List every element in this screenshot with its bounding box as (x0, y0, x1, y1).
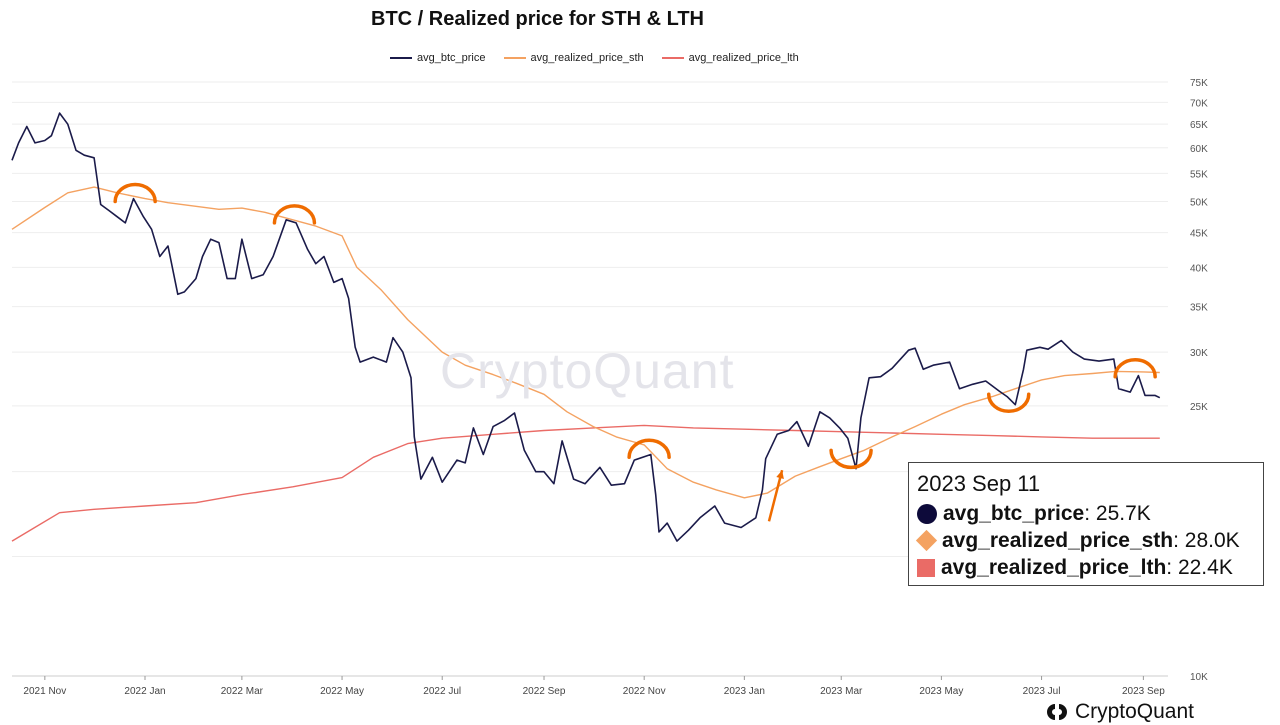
tooltip-series-value: : 28.0K (1173, 528, 1240, 552)
series-line-avg_realized_price_sth (11, 186, 1160, 499)
tooltip-series-name: avg_realized_price_sth (942, 528, 1174, 552)
x-tick-label: 2023 Mar (820, 686, 863, 697)
y-axis: 10K 25K 30K 35K 40K 45K 50K 55K 60K 65K 70K 75K (1190, 78, 1208, 683)
y-tick-label: 10K (1190, 672, 1208, 683)
grid-lines (12, 81, 1168, 677)
diamond-marker-icon (915, 529, 938, 552)
resistance-arc (113, 182, 157, 204)
tooltip-series-name: avg_btc_price (943, 501, 1085, 525)
support-arc (986, 392, 1031, 413)
resistance-arc (1113, 358, 1157, 379)
legend-label: avg_btc_price (417, 52, 486, 64)
x-tick-label: 2023 Jan (724, 686, 765, 697)
x-tick-label: 2022 Sep (523, 686, 566, 697)
square-marker-icon (917, 558, 935, 577)
legend-label: avg_realized_price_lth (688, 52, 799, 64)
x-tick-label: 2022 Jan (124, 686, 165, 697)
cryptoquant-logo-icon (1046, 704, 1067, 720)
legend-item-btc-price[interactable]: avg_btc_price (390, 52, 486, 64)
arrow-head-icon (776, 470, 784, 480)
x-axis: 2021 Nov 2022 Jan 2022 Mar 2022 May 2022 Jul… (12, 675, 1168, 697)
resistance-arc (272, 204, 317, 225)
legend-swatch (503, 57, 526, 59)
watermark: CryptoQuant (440, 343, 735, 399)
tooltip-row-lth: avg_realized_price_lth : 22.4K (917, 554, 1255, 581)
x-tick-label: 2023 Sep (1122, 686, 1165, 697)
y-tick-label: 40K (1190, 263, 1208, 274)
x-tick-label: 2022 Nov (623, 686, 666, 697)
chart-title: BTC / Realized price for STH & LTH (371, 8, 704, 30)
legend-item-lth[interactable]: avg_realized_price_lth (661, 52, 799, 64)
tooltip-series-name: avg_realized_price_lth (941, 555, 1167, 579)
tooltip-series-value: : 22.4K (1166, 555, 1233, 579)
x-tick-label: 2022 May (320, 686, 364, 697)
x-tick-label: 2021 Nov (23, 686, 66, 697)
y-tick-label: 35K (1190, 303, 1208, 314)
y-tick-label: 25K (1190, 402, 1208, 413)
x-tick-label: 2022 Mar (221, 686, 264, 697)
support-arc (829, 448, 873, 470)
y-tick-label: 70K (1190, 98, 1208, 109)
series-line-avg_realized_price_lth (11, 424, 1160, 542)
tooltip-series-value: : 25.7K (1084, 501, 1151, 525)
tooltip-row-sth: avg_realized_price_sth : 28.0K (915, 527, 1255, 554)
legend: avg_btc_price avg_realized_price_sth avg… (390, 52, 799, 64)
y-tick-label: 65K (1190, 120, 1208, 131)
y-tick-label: 50K (1190, 198, 1208, 209)
y-tick-label: 45K (1190, 229, 1208, 240)
y-tick-label: 30K (1190, 348, 1208, 359)
y-tick-label: 75K (1190, 78, 1208, 89)
series-line-avg_btc_price (11, 112, 1161, 542)
legend-swatch (390, 57, 412, 59)
x-tick-label: 2023 Jul (1023, 686, 1061, 697)
circle-marker-icon (917, 503, 937, 524)
brand-name: CryptoQuant (1074, 700, 1194, 723)
annotation-arrow-shaft (767, 469, 784, 522)
legend-label: avg_realized_price_sth (530, 52, 644, 64)
tooltip-row-btc: avg_btc_price : 25.7K (917, 500, 1255, 527)
resistance-arc (627, 438, 671, 460)
x-tick-label: 2023 May (919, 686, 963, 697)
y-tick-label: 55K (1190, 169, 1208, 180)
legend-swatch (661, 57, 684, 59)
series-lines (11, 112, 1161, 542)
x-tick-label: 2022 Jul (423, 686, 461, 697)
tooltip: 2023 Sep 11 avg_btc_price : 25.7K avg_re… (908, 462, 1264, 586)
brand: CryptoQuant (1045, 700, 1194, 724)
legend-item-sth[interactable]: avg_realized_price_sth (503, 52, 644, 64)
y-tick-label: 60K (1190, 144, 1208, 155)
tooltip-date: 2023 Sep 11 (917, 471, 1041, 496)
annotations (113, 182, 1157, 522)
